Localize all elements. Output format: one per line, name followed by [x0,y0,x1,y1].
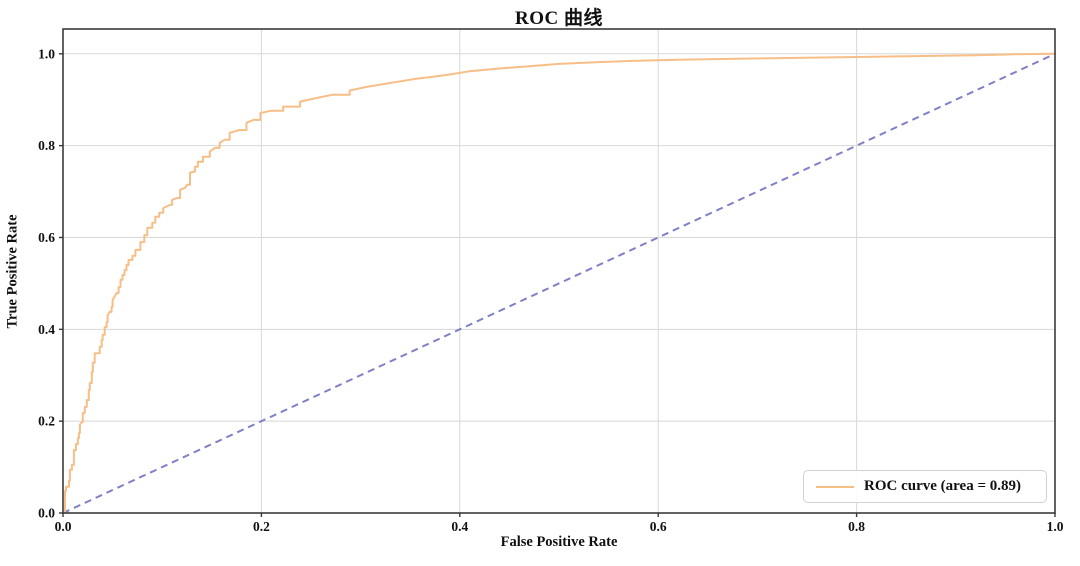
y-tick-label: 0.2 [38,414,55,429]
roc-curve [62,52,1056,514]
diagonal-reference-line [62,52,1056,514]
y-tick-label: 0.6 [38,230,55,245]
legend-label: ROC curve (area = 0.89) [864,478,1021,494]
y-axis-label: True Positive Rate [4,214,21,329]
x-tick-label: 0.6 [650,519,667,534]
x-tick-label: 1.0 [1047,519,1064,534]
chart-title: ROC 曲线 [515,8,603,29]
plot-border [62,28,1056,514]
y-tick-label: 0.8 [38,138,55,153]
y-tick-label: 0.0 [38,506,55,521]
legend: ROC curve (area = 0.89) [803,470,1047,503]
x-tick-label: 0.4 [451,519,468,534]
y-tick-label: 1.0 [38,46,55,61]
x-tick-label: 0.2 [253,519,270,534]
x-tick-label: 0.8 [848,519,865,534]
y-tick-label: 0.4 [38,322,55,337]
x-tick-label: 0.0 [55,519,72,534]
x-axis-label: False Positive Rate [500,534,618,550]
legend-roc-line-sample [816,485,854,488]
